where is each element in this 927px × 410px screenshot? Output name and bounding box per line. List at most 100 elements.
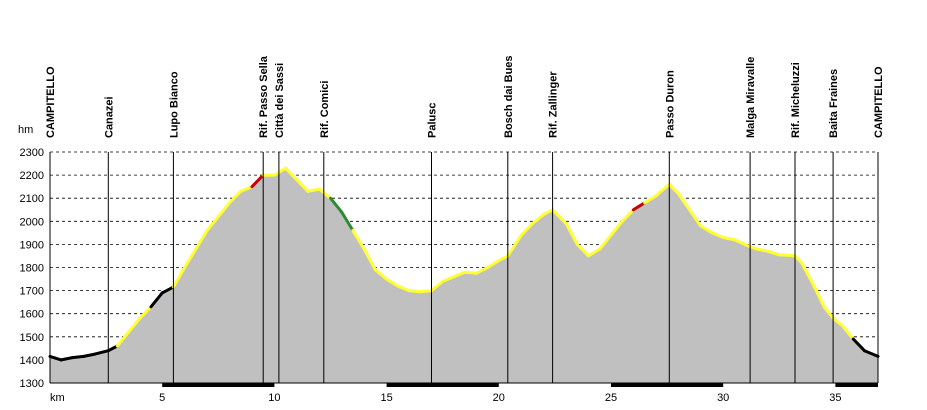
profile-outline-segment [430,279,445,293]
profile-outline-segment [840,323,855,341]
profile-outline-segment [183,247,198,269]
profile-outline-segment [418,289,433,294]
place-label: Malga Miravalle [745,57,757,138]
axes: 1300 1400 1500 1600 1700 1800 1900 2000 2100 2200… [20,147,878,404]
profile-outline-segment [160,285,175,295]
profile-outline-segment [831,316,844,327]
profile-outline-segment [676,192,691,212]
profile-outline-segment [317,187,332,200]
profile-outline-segment [766,249,781,257]
profile-outline-segment [59,356,74,362]
profile-area [48,166,880,383]
profile-outline-segment [385,277,400,288]
y-tick-label: 1400 [20,355,44,367]
place-label: Baita Fraines [828,69,840,138]
profile-outline-segment [542,208,555,216]
profile-outline-segment [295,178,310,193]
place-label: Rif. Micheluzzi [790,62,802,138]
profile-outline-segment [667,182,680,196]
x-tick-label: 10 [268,392,280,404]
profile-outline-segment [587,247,602,258]
y-tick-label: 1300 [20,378,44,390]
profile-outline-segment [506,233,523,258]
profile-outline-segment [306,187,321,193]
profile-outline-segment [732,238,752,249]
profile-outline-segment [643,194,658,205]
km-scale-band [162,383,275,387]
profile-outline-segment [811,282,826,309]
profile-outline-segment [777,253,797,258]
profile-outline-segment [474,266,490,275]
km-scale-band [386,383,499,387]
place-label: Bosch dai Bues [503,55,515,138]
profile-outline-segment [620,208,635,223]
place-label: Palusc [427,103,439,138]
profile-outline-segment [149,291,164,309]
profile-outline-segment [351,229,366,251]
profile-outline-segment [609,219,624,237]
y-tick-label: 1900 [20,239,44,251]
profile-outline-segment [48,354,63,362]
place-label: Rif. Comici [319,81,331,138]
place-label: Rif. Zallinger [548,71,560,138]
profile-outline-segment [497,254,510,263]
profile-outline-segment [822,305,835,320]
profile-outline-segment [228,189,243,205]
profile-outline-segment [194,229,209,251]
profile-outline-segment [373,268,389,281]
profile-outline-segment [93,349,110,356]
profile-outline-segment [688,208,703,228]
profile-outline-segment [699,224,714,235]
place-label: Lupo Bianco [168,71,180,138]
km-scale-band [835,383,878,387]
place-label: Rif. Passo Sella [258,55,270,138]
profile-outline-segment [115,330,130,348]
profile-outline-segment [863,349,880,358]
place-label: Città dei Sassi [274,63,286,138]
profile-outline-segment [284,166,299,182]
profile-outline-segment [486,259,501,269]
profile-outline-segment [171,266,187,289]
place-label: CAMPITELLO [45,66,57,138]
y-tick-label: 2300 [20,147,44,159]
profile-outline-segment [710,231,725,239]
y-tick-label: 1800 [20,263,44,275]
profile-outline-segment [82,352,97,358]
profile-outline-segment [239,185,254,193]
profile-outline-segment [800,261,815,286]
place-label: Canazei [103,96,115,138]
profile-outline-segment [721,236,736,242]
profile-outline-segment [463,270,478,275]
profile-outline-segment [396,284,411,293]
profile-outline-segment [575,242,590,258]
x-tick-label: 35 [829,392,841,404]
place-markers: CAMPITELLO Canazei Lupo Bianco Rif. Passo S… [45,55,885,383]
profile-outline-segment [452,270,467,279]
profile-outline-segment [755,247,770,253]
profile-outline-segment [441,275,456,283]
profile-outline-segment [362,247,377,272]
y-tick-label: 2200 [20,170,44,182]
place-label: CAMPITELLO [873,66,885,138]
profile-fill [50,168,878,383]
profile-outline-segment [564,222,579,246]
y-tick-label: 1700 [20,286,44,298]
profile-outline-segment [106,344,119,353]
profile-outline-segment [407,289,422,294]
profile-outline-segment [519,222,534,237]
profile-outline-segment [70,354,86,360]
y-tick-label: 2000 [20,216,44,228]
km-scale-band [611,383,724,387]
x-tick-label: 15 [380,392,392,404]
profile-outline-segment [851,337,866,353]
profile-outline-segment [127,316,142,334]
profile-outline-segment [329,196,344,214]
profile-outline-segment [598,233,613,251]
y-axis-unit-label: hm [18,124,33,136]
y-tick-label: 1500 [20,332,44,344]
profile-outline-segment [631,201,647,212]
profile-outline-segment [793,254,804,265]
profile-outline-segment [250,173,265,189]
place-label: Passo Duron [664,70,676,138]
